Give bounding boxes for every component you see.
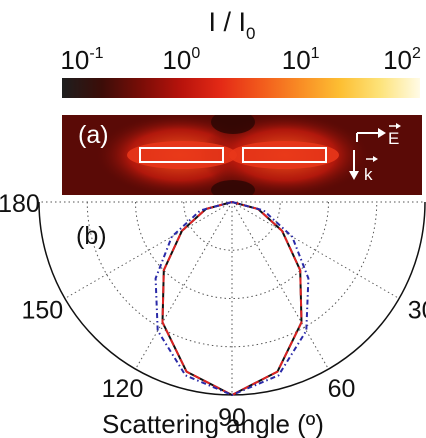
- dark-node-bottom: [211, 180, 255, 195]
- colorbar: I / I0 10-1 100 101 102: [60, 7, 421, 98]
- panel-label-a: (a): [78, 121, 109, 149]
- e-field-arrow: E: [356, 123, 401, 148]
- polar-angle-tick-label: 150: [21, 297, 63, 325]
- polar-grid-spoke: [135, 201, 233, 370]
- polar-plot-panel: 1801501209060300 (b) Scattering angle (º…: [0, 190, 426, 438]
- intensity-map-panel: (a) E k: [62, 115, 422, 195]
- polar-grid-spoke: [231, 201, 329, 370]
- intensity-map-glow: [95, 115, 370, 195]
- colorbar-title: I / I0: [209, 7, 256, 43]
- k-vector-arrow: k: [349, 150, 378, 184]
- colorbar-tick-labels: 10-1 100 101 102: [60, 45, 421, 75]
- k-vector-label: k: [364, 165, 373, 184]
- panel-label-b: (b): [76, 222, 107, 250]
- dark-node-top: [211, 115, 255, 134]
- colorbar-tick-label: 101: [282, 45, 320, 75]
- polar-angle-tick-label: 60: [328, 375, 356, 403]
- nanorod-left: [139, 147, 224, 163]
- hot-core-right: [229, 141, 339, 169]
- polar-series-line-dashed: [161, 201, 303, 396]
- hot-core-left: [127, 141, 237, 169]
- polar-series: [154, 201, 310, 396]
- colorbar-tick-label: 10-1: [60, 45, 103, 75]
- polar-grid-spoke: [231, 201, 400, 299]
- polar-angle-tick-label: 90: [218, 404, 246, 432]
- polar-angle-tick-label: 180: [0, 190, 40, 218]
- polar-angle-tick-label: 120: [102, 375, 144, 403]
- e-field-label: E: [388, 129, 399, 148]
- colorbar-tick-label: 102: [383, 45, 421, 75]
- nanorod-right: [242, 147, 327, 163]
- colorbar-gradient: [62, 78, 420, 98]
- polar-grid-ring: [135, 201, 329, 299]
- x-axis-label: Scattering angle (º): [102, 409, 324, 438]
- polar-grid-spoke: [64, 201, 233, 299]
- colorbar-tick-label: 100: [162, 45, 200, 75]
- polar-angle-tick-labels: 1801501209060300: [0, 190, 426, 432]
- polar-angle-tick-label: 30: [408, 297, 426, 325]
- polar-grid: [39, 201, 425, 395]
- polar-series-line-dashdot: [154, 201, 310, 396]
